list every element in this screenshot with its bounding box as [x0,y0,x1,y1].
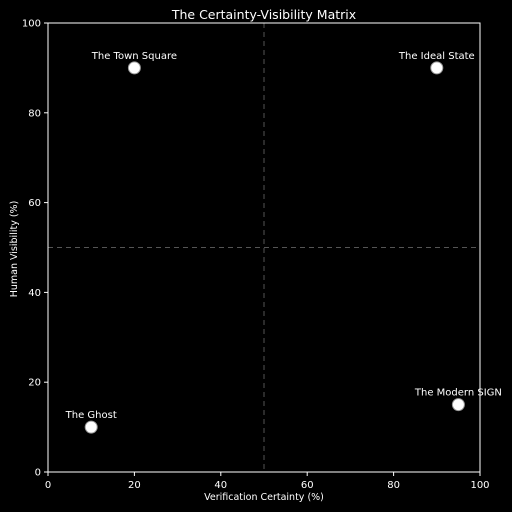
chart-title: The Certainty-Visibility Matrix [171,7,356,22]
axis-ticks: 0 20 40 60 80 100 0 20 40 60 80 100 [22,19,490,492]
data-point [84,420,98,434]
x-tick-label: 20 [128,480,141,491]
reference-lines [48,23,480,472]
point-label: The Ideal State [398,51,475,62]
point-label: The Ghost [65,410,117,421]
y-axis-label: Human Visibility (%) [9,201,20,298]
data-point [451,398,465,412]
y-tick-label: 20 [28,378,41,389]
x-tick-label: 80 [387,480,400,491]
y-tick-label: 40 [28,288,41,299]
x-tick-label: 60 [301,480,314,491]
y-tick-label: 60 [28,198,41,209]
x-axis-label: Verification Certainty (%) [204,492,324,503]
point-label: The Modern SIGN [414,388,502,399]
y-tick-label: 80 [28,108,41,119]
plot-frame [47,22,481,473]
x-tick-label: 0 [45,480,51,491]
point-label: The Town Square [91,51,177,62]
x-tick-label: 40 [214,480,227,491]
data-points: The Town Square The Ideal State The Ghost T… [65,51,502,434]
x-tick-label: 100 [470,480,489,491]
data-point [127,61,141,75]
data-point [430,61,444,75]
y-tick-label: 100 [22,19,41,30]
y-tick-label: 0 [35,468,41,479]
